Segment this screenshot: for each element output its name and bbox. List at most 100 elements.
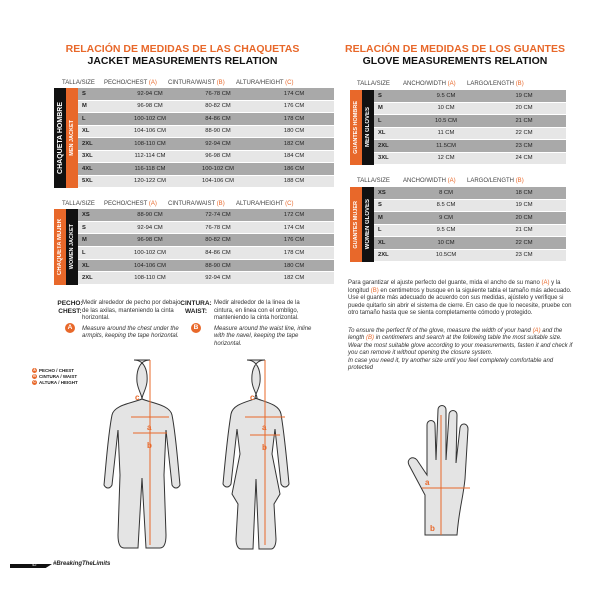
page-number: 42: [32, 562, 37, 567]
cell: 178 CM: [283, 115, 305, 122]
table-row: XL 104-106 CM 88-90 CM 180 CM: [78, 259, 334, 273]
table-row: M 10 CM 20 CM: [374, 102, 566, 115]
label-b: b: [262, 443, 267, 452]
t: (B): [366, 335, 375, 341]
cell: 9 CM: [439, 214, 453, 221]
cell: 10 CM: [437, 239, 455, 246]
table-row: 5XL 120-122 CM 104-106 CM 188 CM: [78, 175, 334, 188]
cell: XL: [82, 262, 90, 269]
cell: 2XL: [82, 140, 93, 147]
cell: XL: [378, 239, 386, 246]
cell: M: [82, 237, 87, 244]
cell: XS: [82, 211, 90, 218]
cell: 8.5 CM: [436, 202, 456, 209]
cell: 80-82 CM: [205, 237, 231, 244]
women-gloves-table: GUANTES MUJER WOMEN GLOVES XS 8 CM 18 CM S 8…: [350, 187, 566, 262]
col-width: ANCHO/WIDTH: [403, 81, 446, 87]
cell: L: [378, 227, 382, 234]
cell: 120-122 CM: [134, 178, 166, 185]
chest-es: PECHO:: [57, 300, 83, 307]
men-gloves-table: GUANTES HOMBRE MEN GLOVES S 9.5 CM 19 CM M 1…: [350, 90, 566, 165]
table-row: XS 8 CM 18 CM: [374, 187, 566, 200]
cell: 2XL: [378, 252, 389, 259]
cell: L: [82, 115, 86, 122]
col-chest: PECHO/CHEST: [104, 80, 148, 86]
hand-illustration: a b: [407, 405, 470, 536]
chest-en: CHEST:: [58, 308, 82, 315]
t: (B): [370, 287, 379, 294]
cell: 23 CM: [515, 252, 533, 259]
male-figure: [103, 359, 181, 549]
cell: 108-110 CM: [134, 140, 166, 147]
table-row: L 10.5 CM 21 CM: [374, 115, 566, 128]
t: (A): [541, 280, 550, 286]
col-waist: CINTURA/WAIST: [168, 201, 216, 207]
glove-title-en: GLOVE MEASUREMENTS RELATION: [362, 55, 548, 67]
tag-a: (A): [148, 201, 157, 207]
label-en: MEN GLOVES: [365, 107, 371, 148]
cell: 88-90 CM: [205, 262, 231, 269]
col-length: LARGO/LENGTH: [467, 178, 515, 184]
label-c: c: [250, 393, 255, 402]
rows: S 92-94 CM 76-78 CM 174 CM M 96-98 CM 80-82 CM…: [78, 88, 334, 188]
cell: 5XL: [82, 178, 93, 185]
label-c: c: [135, 393, 140, 402]
col-size: TALLA/SIZE: [62, 201, 95, 207]
table-row: 2XL 10.5CM 23 CM: [374, 249, 566, 262]
glove-title-es: RELACIÓN DE MEDIDAS DE LOS GUANTES: [345, 43, 565, 55]
measurement-legend: A PECHO / CHEST B CINTURA / WAIST C ALTURA …: [32, 367, 78, 385]
cell: 104-106 CM: [134, 128, 166, 135]
chest-text: Medir alrededor de pecho por debajo de l…: [82, 300, 182, 341]
cell: S: [378, 92, 382, 99]
col-size: TALLA/SIZE: [62, 80, 95, 86]
col-length: LARGO/LENGTH: [467, 81, 515, 87]
label-en: WOMEN JACKET: [69, 224, 75, 270]
waist-text: Medir alrededor de la linea de la cintur…: [214, 300, 314, 348]
waist-label: CINTURA: WAIST: B: [180, 300, 212, 334]
glove-instructions: Para garantizar el ajuste perfecto del g…: [348, 280, 573, 373]
waist-es: CINTURA:: [180, 300, 212, 307]
tag-a: (A): [447, 81, 456, 87]
t: To ensure the perfect fit of the glove, …: [348, 327, 531, 334]
cell: 92-94 CM: [137, 224, 163, 231]
label-es: GUANTES MUJER: [353, 200, 359, 249]
tag-a: (A): [148, 80, 157, 86]
t: y la longitud: [348, 280, 561, 294]
table-row: S 92-94 CM 76-78 CM 174 CM: [78, 88, 334, 101]
table-row: XL 104-106 CM 88-90 CM 180 CM: [78, 125, 334, 138]
cell: 21 CM: [515, 227, 533, 234]
cell: XL: [82, 128, 90, 135]
cell: 174 CM: [283, 90, 305, 97]
cell: 21 CM: [515, 117, 533, 124]
body-figures-illustration: c a b c a b: [103, 359, 290, 550]
cell: 96-98 CM: [205, 153, 231, 160]
t: Para garantizar el ajuste perfecto del g…: [348, 280, 540, 286]
rows: XS 88-90 CM 72-74 CM 172 CM S 92-94 CM 76-78 C…: [78, 209, 334, 286]
cell: 188 CM: [283, 178, 305, 185]
cell: 23 CM: [515, 142, 533, 149]
chest-label: PECHO: CHEST: A: [55, 300, 85, 334]
table-row: 3XL 112-114 CM 96-98 CM 184 CM: [78, 150, 334, 163]
cell: 92-94 CM: [205, 275, 231, 282]
cell: 180 CM: [283, 262, 305, 269]
glove-men-header: TALLA/SIZE ANCHO/WIDTH (A) LARGO/LENGTH …: [357, 81, 524, 87]
men-jacket-label: CHAQUETA HOMBRE: [54, 88, 66, 188]
women-jacket-table: CHAQUETA MUJER WOMEN JACKET XS 88-90 CM 72…: [54, 209, 334, 286]
cell: 10.5CM: [435, 252, 457, 259]
cell: 92-94 CM: [137, 90, 163, 97]
col-height: ALTURA/HEIGHT: [236, 80, 284, 86]
cell: 186 CM: [283, 165, 305, 172]
tag-b: (B): [216, 80, 225, 86]
waist-en: WAIST:: [184, 308, 208, 315]
col-height: ALTURA/HEIGHT: [236, 201, 284, 207]
cell: 180 CM: [283, 128, 305, 135]
chest-text-en: Measure around the chest under the armpi…: [82, 325, 179, 340]
cell: 182 CM: [283, 140, 305, 147]
cell: 19 CM: [515, 92, 533, 99]
label-en: MEN JACKET: [69, 120, 75, 156]
cell: 84-86 CM: [205, 115, 231, 122]
female-figure: [222, 359, 290, 550]
cell: 80-82 CM: [205, 103, 231, 110]
cell: M: [82, 103, 87, 110]
badge: B: [32, 373, 37, 379]
